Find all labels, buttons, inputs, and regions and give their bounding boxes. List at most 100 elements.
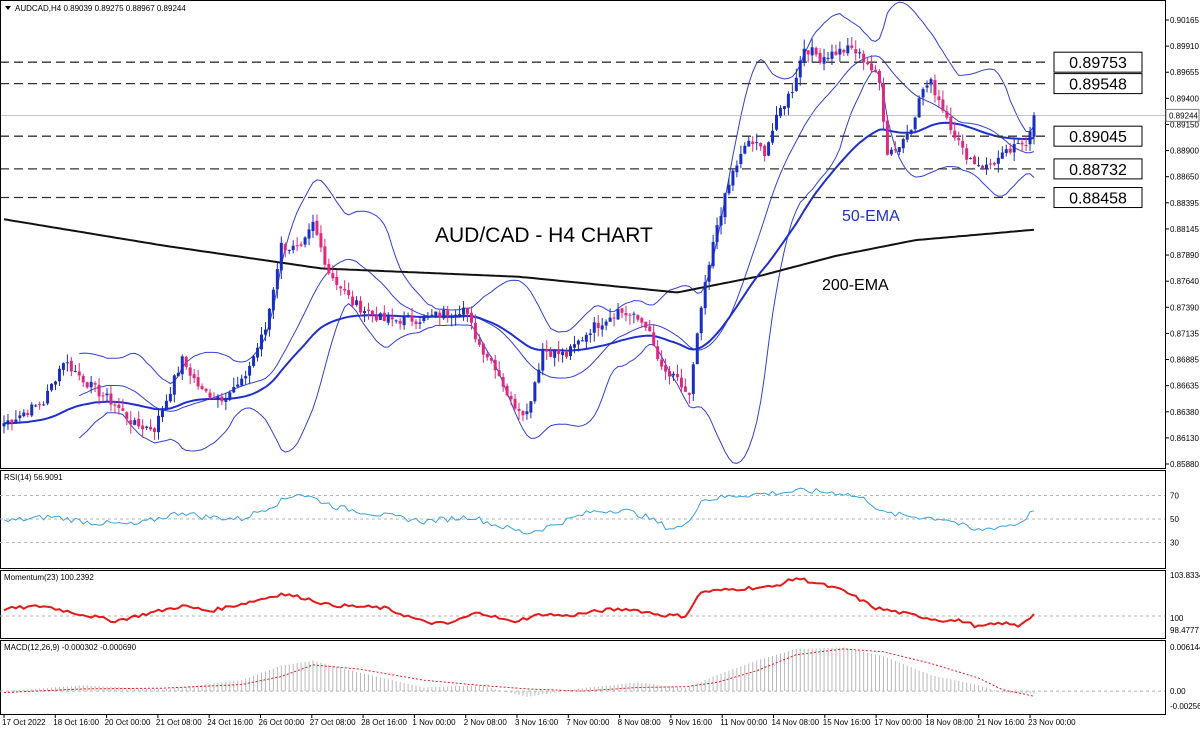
- price-tick-label: 0.88395: [1170, 199, 1199, 208]
- momentum-tick-label: 103.8334: [1170, 571, 1200, 580]
- candle-body: [133, 420, 137, 425]
- candle-body: [359, 300, 363, 313]
- candle-body: [85, 382, 89, 388]
- macd-tick-label: 0.006144: [1170, 643, 1200, 652]
- candle-body: [271, 289, 275, 311]
- time-tick-label: 9 Nov 16:00: [669, 718, 713, 727]
- candle-body: [93, 383, 97, 385]
- candle-body: [61, 363, 65, 370]
- level-label-0.89045: 0.89045: [1069, 129, 1127, 146]
- candle-body: [263, 329, 267, 335]
- price-tick-label: 0.87390: [1170, 303, 1199, 312]
- time-tick-label: 26 Oct 00:00: [259, 718, 305, 727]
- candle-body: [652, 332, 656, 346]
- candle-body: [679, 377, 683, 388]
- candle-body: [878, 70, 881, 83]
- candle-body: [719, 215, 723, 226]
- symbol-header: AUDCAD,H4 0.89039 0.89275 0.88967 0.8924…: [15, 4, 186, 13]
- panel-frame: [0, 570, 1166, 639]
- candle-body: [339, 286, 343, 289]
- candle-body: [771, 130, 775, 143]
- candle-body: [473, 322, 477, 340]
- candle-body: [176, 372, 180, 377]
- candle-body: [168, 393, 172, 402]
- panel-frame: [0, 0, 1166, 469]
- candle-body: [905, 133, 909, 140]
- candle-body: [628, 314, 632, 316]
- candle-body: [256, 347, 260, 358]
- candle-body: [418, 322, 422, 324]
- candle-body: [549, 351, 553, 357]
- time-tick-label: 7 Nov 00:00: [566, 718, 610, 727]
- candle-body: [965, 148, 969, 160]
- candle-body: [992, 162, 996, 165]
- candle-body: [517, 408, 521, 411]
- time-tick-label: 1 Nov 00:00: [412, 718, 456, 727]
- candle-body: [287, 249, 291, 251]
- candle-body: [196, 377, 200, 387]
- candle-body: [291, 245, 295, 251]
- candle-body: [295, 245, 299, 247]
- candle-body: [683, 386, 687, 392]
- candle-body: [854, 49, 858, 54]
- candle-body: [604, 321, 608, 326]
- candle-body: [695, 333, 699, 365]
- candle-body: [850, 45, 854, 48]
- candle-body: [763, 145, 767, 157]
- candle-body: [513, 398, 517, 409]
- candle-body: [834, 51, 838, 55]
- candle-body: [22, 412, 26, 417]
- candle-body: [632, 313, 636, 315]
- level-label-0.89548: 0.89548: [1069, 77, 1127, 94]
- rsi-tick-label: 50: [1170, 515, 1179, 524]
- candle-body: [442, 309, 446, 319]
- candle-body: [874, 69, 878, 73]
- candle-body: [184, 356, 188, 367]
- candle-body: [192, 374, 196, 379]
- candle-body: [394, 320, 398, 322]
- candle-body: [180, 356, 184, 375]
- candle-body: [525, 411, 529, 415]
- candle-body: [303, 237, 307, 245]
- level-label-0.89753: 0.89753: [1069, 55, 1127, 72]
- candle-body: [778, 107, 782, 117]
- candle-body: [73, 370, 77, 372]
- candle-body: [34, 405, 38, 407]
- candle-body: [810, 47, 814, 56]
- candle-body: [489, 357, 493, 361]
- candle-body: [870, 63, 874, 71]
- candle-body: [953, 130, 957, 138]
- time-tick-label: 20 Oct 00:00: [105, 718, 151, 727]
- candle-body: [414, 321, 418, 324]
- candle-body: [893, 149, 897, 151]
- candle-body: [751, 141, 755, 145]
- price-tick-label: 0.88650: [1170, 173, 1199, 182]
- candle-body: [188, 367, 192, 376]
- candle-body: [355, 300, 359, 305]
- price-tick-label: 0.87640: [1170, 277, 1199, 286]
- candle-body: [727, 184, 731, 194]
- candle-body: [307, 229, 311, 239]
- candle-body: [458, 314, 462, 316]
- candle-body: [588, 333, 592, 336]
- level-label-box-0.88458: [1053, 187, 1143, 209]
- candle-body: [374, 315, 378, 321]
- candle-body: [244, 376, 248, 379]
- price-tick-label: 0.86130: [1170, 434, 1199, 443]
- chart-title: AUD/CAD - H4 CHART: [435, 224, 653, 247]
- candle-body: [715, 225, 719, 243]
- candle-body: [97, 384, 101, 397]
- candle-body: [767, 142, 771, 156]
- price-tick-label: 0.88900: [1170, 147, 1199, 156]
- candle-body: [438, 312, 442, 318]
- candle-body: [366, 309, 370, 311]
- candle-body: [648, 326, 652, 332]
- candle-body: [529, 401, 533, 413]
- candle-body: [703, 282, 707, 309]
- candle-body: [454, 314, 458, 317]
- candle-body: [1028, 131, 1032, 145]
- candle-body: [691, 364, 695, 394]
- candle-body: [608, 317, 612, 322]
- candle-body: [363, 311, 366, 314]
